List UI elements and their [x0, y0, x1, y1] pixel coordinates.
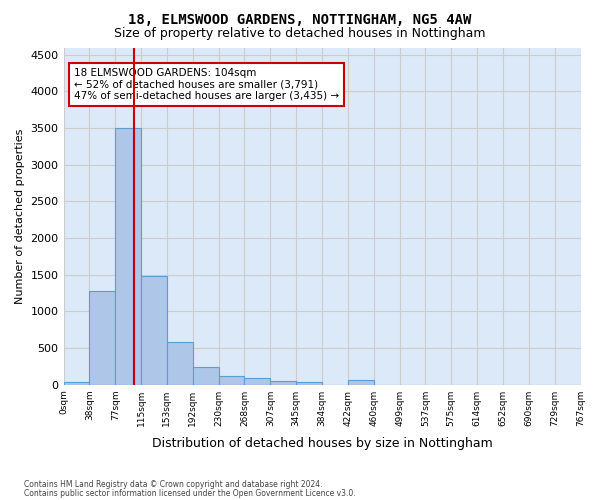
Bar: [193, 367, 218, 384]
Bar: [218, 376, 244, 384]
Bar: [89, 291, 115, 384]
Text: 18 ELMSWOOD GARDENS: 104sqm
← 52% of detached houses are smaller (3,791)
47% of : 18 ELMSWOOD GARDENS: 104sqm ← 52% of det…: [74, 68, 339, 101]
Bar: [141, 276, 167, 384]
Text: Size of property relative to detached houses in Nottingham: Size of property relative to detached ho…: [114, 28, 486, 40]
Bar: [271, 380, 296, 384]
Text: Contains HM Land Registry data © Crown copyright and database right 2024.: Contains HM Land Registry data © Crown c…: [24, 480, 323, 489]
Bar: [115, 128, 141, 384]
Y-axis label: Number of detached properties: Number of detached properties: [15, 128, 25, 304]
Text: Contains public sector information licensed under the Open Government Licence v3: Contains public sector information licen…: [24, 488, 356, 498]
X-axis label: Distribution of detached houses by size in Nottingham: Distribution of detached houses by size …: [152, 437, 493, 450]
Text: 18, ELMSWOOD GARDENS, NOTTINGHAM, NG5 4AW: 18, ELMSWOOD GARDENS, NOTTINGHAM, NG5 4A…: [128, 12, 472, 26]
Bar: [167, 342, 193, 384]
Bar: [64, 382, 89, 384]
Bar: [348, 380, 374, 384]
Bar: [296, 382, 322, 384]
Bar: [244, 378, 271, 384]
